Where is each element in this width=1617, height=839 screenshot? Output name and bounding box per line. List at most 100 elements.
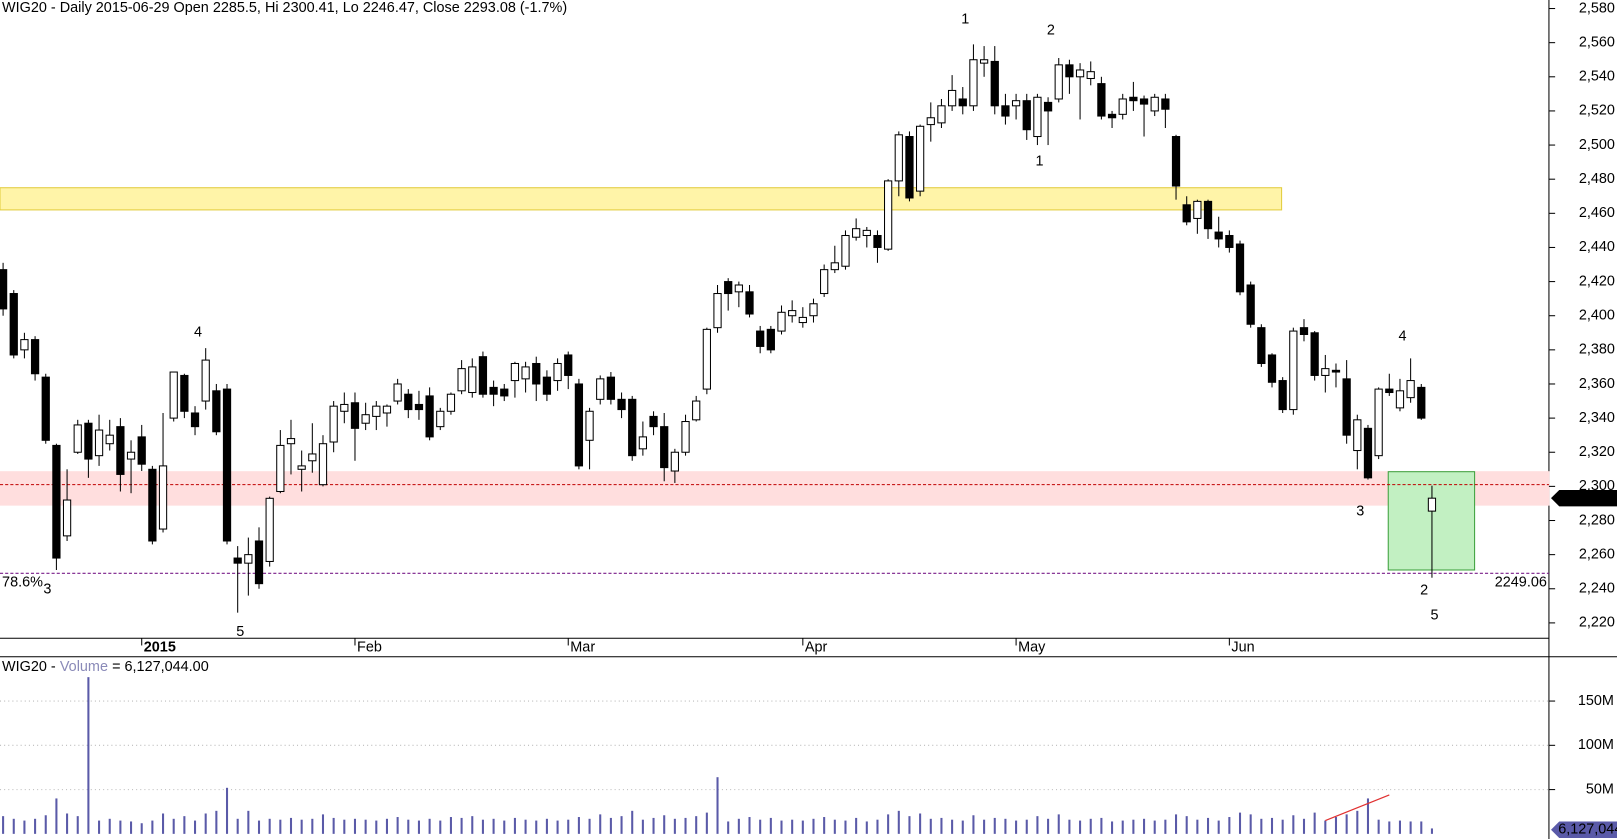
volume-bar — [588, 818, 591, 834]
volume-bar — [887, 814, 890, 834]
candle-body — [873, 234, 882, 248]
volume-bar — [1185, 816, 1188, 834]
candle-body — [1107, 113, 1117, 119]
volume-bar — [844, 820, 847, 834]
candle-body — [222, 388, 232, 542]
x-tick-label: Apr — [805, 639, 828, 655]
volume-bar — [951, 819, 954, 834]
candle-body — [1417, 386, 1426, 419]
volume-bar — [172, 818, 175, 834]
volume-bar — [279, 819, 282, 834]
candle-body — [393, 383, 402, 402]
volume-bar — [1196, 819, 1199, 834]
volume-bar — [236, 818, 239, 834]
volume-bar — [652, 817, 655, 834]
candle-body — [1001, 105, 1010, 117]
candle-body — [617, 398, 626, 411]
candle-body — [521, 366, 530, 380]
candle-body — [297, 465, 306, 470]
candle-body — [585, 410, 594, 441]
candle-body — [1289, 330, 1298, 411]
candle-body — [1225, 234, 1234, 248]
candle-body — [318, 443, 328, 486]
candle-body — [1278, 380, 1287, 411]
candle-body — [681, 421, 690, 453]
y-tick-label: 2,440 — [1579, 239, 1615, 255]
candle-body — [308, 453, 317, 462]
candle-body — [1129, 96, 1138, 102]
volume-bar — [55, 798, 58, 834]
last-volume-label: 6,127,044 — [1558, 822, 1617, 838]
volume-bar — [769, 817, 772, 834]
candle-body — [990, 60, 999, 107]
volume-bar — [108, 818, 111, 834]
y-tick-label: 2,500 — [1579, 137, 1615, 153]
wave-label: 2 — [1047, 23, 1055, 39]
volume-bar — [940, 817, 943, 834]
candle-body — [9, 293, 18, 356]
candle-body — [1065, 64, 1074, 78]
candle-body — [692, 400, 701, 421]
level-label: 78.6% — [2, 574, 43, 590]
volume-bar — [1388, 821, 1391, 834]
candle-body — [1310, 332, 1319, 376]
volume-bar — [492, 818, 495, 834]
trend-line — [1325, 794, 1390, 822]
candle-body — [62, 499, 72, 537]
volume-bar — [375, 820, 378, 834]
volume-bar — [1238, 812, 1242, 834]
candle-body — [841, 234, 850, 267]
candle-body — [926, 117, 935, 126]
candle-body — [201, 359, 210, 402]
volume-bar — [1420, 821, 1423, 834]
candle-body — [1033, 96, 1042, 138]
volume-bar — [812, 818, 815, 834]
volume-bar — [684, 817, 687, 834]
volume-bar — [1345, 814, 1348, 834]
volume-bar — [1153, 820, 1156, 834]
candle-body — [788, 310, 797, 317]
volume-bar — [1398, 820, 1401, 834]
volume-bar — [791, 819, 794, 834]
volume-bar — [1324, 820, 1327, 834]
wave-label: 2 — [1420, 583, 1428, 599]
zone — [0, 187, 1283, 211]
candle-body — [276, 444, 285, 493]
candle-body — [1331, 369, 1341, 373]
volume-value: = 6,127,044.00 — [112, 659, 209, 675]
candle-body — [798, 316, 807, 324]
candle-body — [1353, 419, 1362, 452]
y-tick-label: 2,460 — [1579, 205, 1615, 221]
last-volume-box — [1551, 821, 1617, 838]
x-tick-label: Feb — [357, 639, 382, 655]
level-value: 2249.06 — [1495, 574, 1547, 590]
volume-bar — [1025, 819, 1028, 834]
volume-bar — [225, 787, 229, 834]
y-tick-label: 2,420 — [1579, 273, 1615, 289]
volume-bar — [439, 820, 442, 834]
volume-bar — [247, 810, 250, 834]
y-tick-label: 2,380 — [1579, 342, 1615, 358]
candle-body — [158, 465, 168, 530]
candle-body — [1075, 69, 1085, 78]
candle-body — [126, 451, 136, 460]
candle-body — [265, 497, 274, 562]
candle-body — [734, 284, 743, 293]
candle-body — [1363, 427, 1373, 479]
volume-bar — [215, 810, 218, 834]
candle-body — [894, 134, 903, 182]
candle-body — [649, 415, 658, 428]
y-tick-label: 2,260 — [1579, 546, 1615, 562]
volume-bar — [929, 818, 932, 834]
volume-bar — [823, 817, 826, 834]
wave-label: 3 — [1356, 503, 1364, 519]
candle-body — [286, 438, 296, 445]
volume-bar — [1047, 818, 1050, 834]
wave-label: 4 — [194, 324, 202, 340]
candle-body — [361, 414, 370, 424]
candle-body — [340, 403, 349, 412]
volume-bar — [631, 810, 634, 834]
volume-bar — [556, 820, 559, 834]
candle-body — [1203, 200, 1213, 230]
